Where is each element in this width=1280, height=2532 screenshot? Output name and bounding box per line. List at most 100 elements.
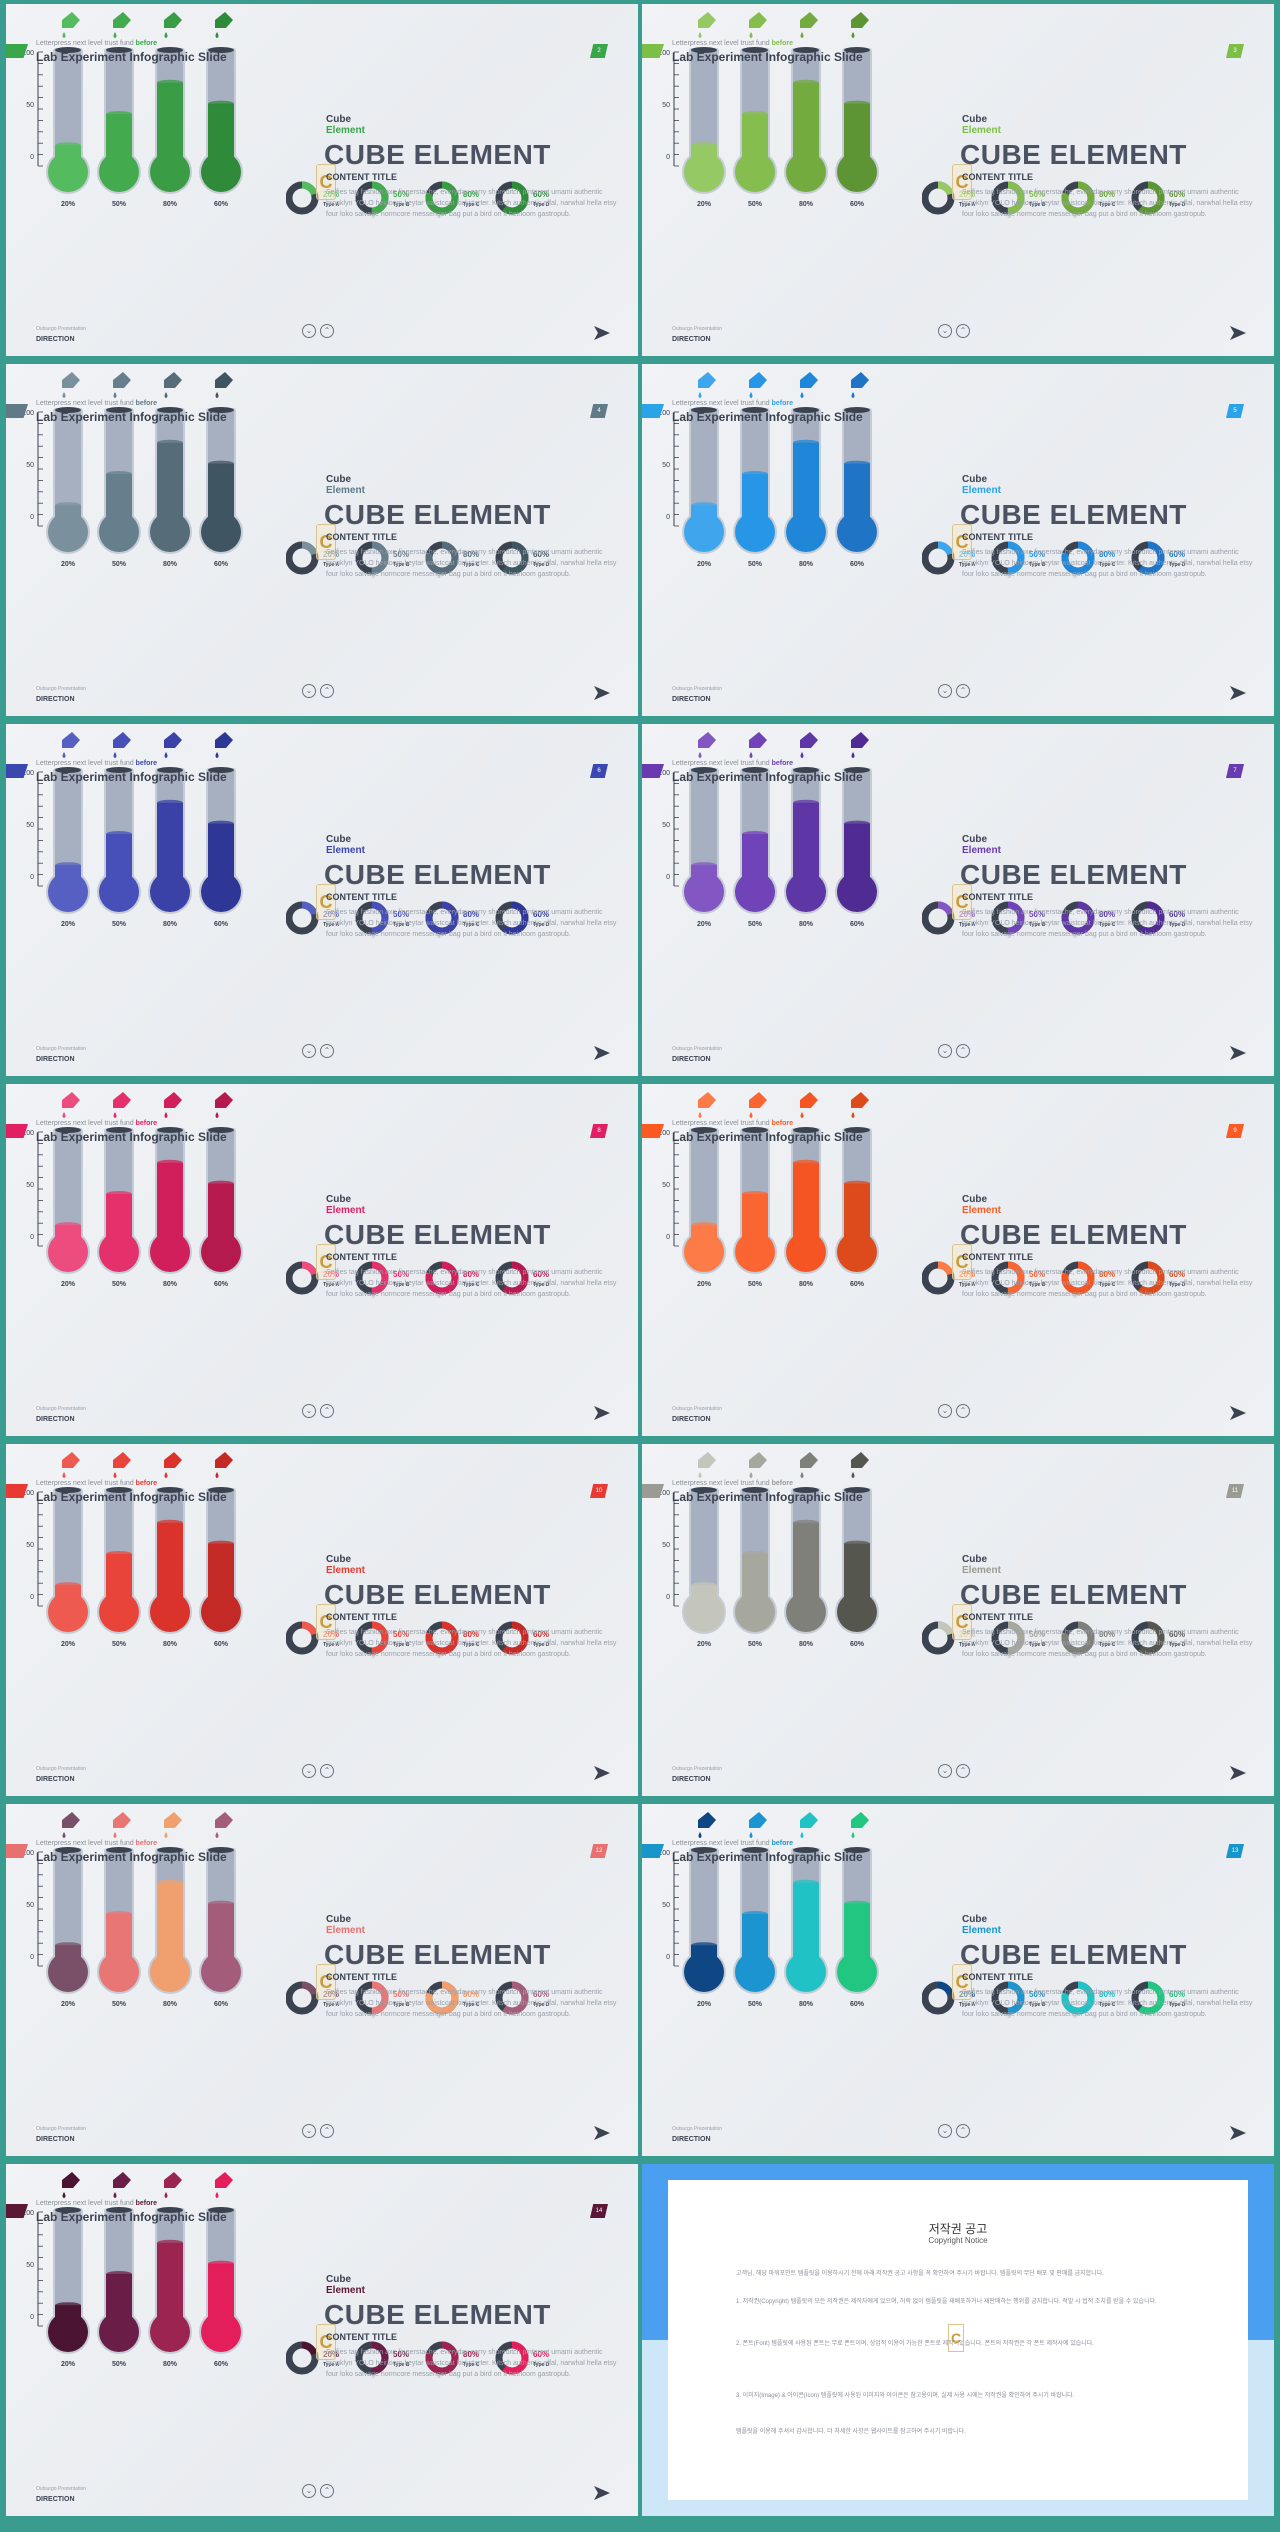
drop-icon bbox=[164, 1832, 168, 1838]
element-label: Element bbox=[962, 1565, 1001, 1576]
send-arrow-icon[interactable] bbox=[1230, 686, 1246, 700]
donut-chart: 80% Type C bbox=[425, 1261, 480, 1295]
send-arrow-icon[interactable] bbox=[594, 1406, 610, 1420]
prev-button[interactable]: ⌄ bbox=[938, 1044, 952, 1058]
donut-segment bbox=[921, 181, 955, 215]
test-tube: 80% bbox=[148, 1092, 192, 1288]
donut-chart: 60% Type D bbox=[1131, 901, 1186, 935]
tube-value-label: 50% bbox=[748, 1641, 763, 1648]
slide-title: Lab Experiment Infographic Slide bbox=[36, 1130, 227, 1144]
send-arrow-icon[interactable] bbox=[594, 686, 610, 700]
bulb-fill bbox=[837, 152, 877, 192]
send-arrow-icon[interactable] bbox=[1230, 2126, 1246, 2140]
axis-tick-label: 100 bbox=[22, 1490, 34, 1497]
send-arrow-icon[interactable] bbox=[1230, 326, 1246, 340]
send-arrow-icon[interactable] bbox=[594, 2126, 610, 2140]
fill-surface bbox=[208, 2260, 234, 2267]
donut-type: Type B bbox=[1029, 2002, 1046, 2008]
tube-value-label: 50% bbox=[748, 2001, 763, 2008]
donut-value: 80% bbox=[463, 190, 479, 199]
donut-chart: 80% Type C bbox=[425, 901, 480, 935]
send-arrow-icon[interactable] bbox=[594, 2486, 610, 2500]
send-arrow-icon[interactable] bbox=[1230, 1766, 1246, 1780]
drop-icon bbox=[62, 32, 66, 38]
tube-chart: 100 50 0 20% 50% 80% 60% bbox=[22, 1092, 243, 1288]
donut-type: Type A bbox=[959, 202, 976, 208]
test-tube: 60% bbox=[835, 1092, 879, 1288]
footer-caption: Outsurgo Prezentation bbox=[36, 1406, 87, 1412]
next-button[interactable]: ⌃ bbox=[956, 324, 970, 338]
cube-label: Cube bbox=[962, 474, 987, 485]
next-button[interactable]: ⌃ bbox=[956, 1044, 970, 1058]
flask-icon bbox=[749, 1812, 767, 1828]
prev-button[interactable]: ⌄ bbox=[938, 324, 952, 338]
tube-cap bbox=[55, 407, 81, 413]
prev-button[interactable]: ⌄ bbox=[938, 1404, 952, 1418]
next-button[interactable]: ⌃ bbox=[956, 2124, 970, 2138]
next-button[interactable]: ⌃ bbox=[320, 1764, 334, 1778]
axis-tick-label: 100 bbox=[22, 1130, 34, 1137]
prev-button[interactable]: ⌄ bbox=[938, 684, 952, 698]
donut-value: 80% bbox=[1099, 190, 1115, 199]
donut-chart: 80% Type C bbox=[1061, 541, 1116, 575]
prev-button[interactable]: ⌄ bbox=[302, 1044, 316, 1058]
next-button[interactable]: ⌃ bbox=[320, 2484, 334, 2498]
cube-heading: Cube Element bbox=[962, 1914, 1001, 1936]
test-tube: 20% bbox=[46, 1452, 90, 1648]
bulb-fill bbox=[99, 1952, 139, 1992]
bulb-fill bbox=[684, 152, 724, 192]
tube-glass bbox=[691, 770, 717, 892]
fill-surface bbox=[208, 820, 234, 827]
next-button[interactable]: ⌃ bbox=[320, 684, 334, 698]
drop-icon bbox=[164, 32, 168, 38]
element-label: Element bbox=[326, 125, 365, 136]
logo-mark: C bbox=[952, 164, 972, 200]
send-arrow-icon[interactable] bbox=[1230, 1406, 1246, 1420]
next-button[interactable]: ⌃ bbox=[956, 1404, 970, 1418]
next-button[interactable]: ⌃ bbox=[956, 1764, 970, 1778]
flask-icon bbox=[698, 732, 716, 748]
drop-icon bbox=[215, 752, 219, 758]
footer-caption: Outsurgo Prezentation bbox=[672, 1766, 723, 1772]
drop-icon bbox=[164, 1112, 168, 1118]
logo-mark: C bbox=[316, 164, 336, 200]
drop-icon bbox=[62, 752, 66, 758]
send-arrow-icon[interactable] bbox=[594, 326, 610, 340]
tube-value-label: 20% bbox=[61, 2001, 76, 2008]
tube-value-label: 50% bbox=[112, 1281, 127, 1288]
test-tube: 50% bbox=[97, 12, 141, 208]
test-tube: 80% bbox=[148, 372, 192, 568]
next-button[interactable]: ⌃ bbox=[320, 2124, 334, 2138]
bulb-fill bbox=[99, 152, 139, 192]
prev-button[interactable]: ⌄ bbox=[302, 2124, 316, 2138]
send-arrow-icon[interactable] bbox=[594, 1766, 610, 1780]
axis-tick-label: 50 bbox=[26, 1182, 34, 1189]
element-label: Element bbox=[326, 1205, 365, 1216]
axis-tick-label: 0 bbox=[30, 514, 34, 521]
test-tube: 60% bbox=[199, 1452, 243, 1648]
next-button[interactable]: ⌃ bbox=[320, 1404, 334, 1418]
donut-segment bbox=[355, 541, 389, 575]
send-arrow-icon[interactable] bbox=[1230, 1046, 1246, 1060]
notice-title: 저작권 공고 bbox=[928, 2222, 988, 2236]
prev-button[interactable]: ⌄ bbox=[302, 324, 316, 338]
next-button[interactable]: ⌃ bbox=[956, 684, 970, 698]
test-tube: 20% bbox=[46, 1812, 90, 2008]
tube-value-label: 80% bbox=[799, 201, 814, 208]
prev-button[interactable]: ⌄ bbox=[302, 1764, 316, 1778]
next-button[interactable]: ⌃ bbox=[320, 324, 334, 338]
next-button[interactable]: ⌃ bbox=[320, 1044, 334, 1058]
prev-button[interactable]: ⌄ bbox=[938, 2124, 952, 2138]
prev-button[interactable]: ⌄ bbox=[938, 1764, 952, 1778]
send-arrow-icon[interactable] bbox=[594, 1046, 610, 1060]
prev-button[interactable]: ⌄ bbox=[302, 684, 316, 698]
big-title: CUBE ELEMENT bbox=[324, 499, 551, 530]
flask-icon bbox=[62, 732, 80, 748]
tube-cap bbox=[55, 1487, 81, 1493]
prev-button[interactable]: ⌄ bbox=[302, 2484, 316, 2498]
prev-button[interactable]: ⌄ bbox=[302, 1404, 316, 1418]
tube-value-label: 80% bbox=[799, 921, 814, 928]
body-text: Selfies tag fashion axe fingerstache, ev… bbox=[326, 1989, 617, 2018]
tube-value-label: 60% bbox=[214, 2361, 229, 2368]
fill-surface bbox=[742, 1191, 768, 1197]
